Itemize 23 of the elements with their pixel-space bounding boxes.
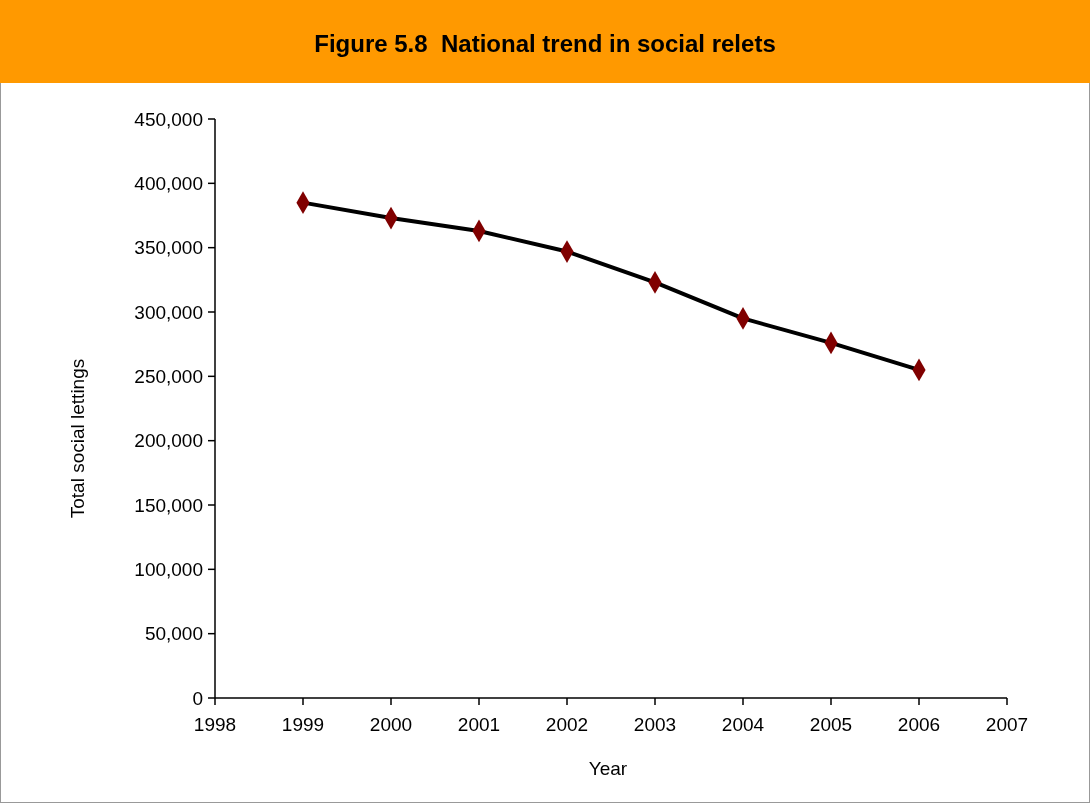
x-tick-label: 1998 (193, 714, 237, 735)
x-tick-label: 2003 (633, 714, 677, 735)
y-tick-label: 250,000 (134, 365, 203, 387)
y-tick-label: 0 (192, 687, 203, 709)
x-tick-label: 2002 (545, 714, 589, 735)
x-tick-label: 2005 (809, 714, 853, 735)
y-tick-label: 450,000 (134, 108, 203, 130)
y-axis-title: Total social lettings (67, 358, 88, 519)
y-tick-label: 400,000 (134, 172, 203, 194)
x-tick-label: 2007 (985, 714, 1029, 735)
y-tick-label: 50,000 (144, 623, 203, 645)
x-tick-label: 2001 (457, 714, 501, 735)
y-tick-label: 100,000 (134, 558, 203, 580)
chart-title: Figure 5.8 National trend in social relets (314, 30, 776, 57)
x-tick-label: 2006 (897, 714, 941, 735)
x-tick-label: 1999 (281, 714, 325, 735)
x-axis-title: Year (588, 758, 628, 779)
y-tick-label: 350,000 (134, 237, 203, 259)
x-tick-label: 2000 (369, 714, 413, 735)
y-tick-label: 200,000 (134, 430, 203, 452)
y-tick-label: 150,000 (134, 494, 203, 516)
y-tick-label: 300,000 (134, 301, 203, 323)
x-tick-label: 2004 (721, 714, 765, 735)
